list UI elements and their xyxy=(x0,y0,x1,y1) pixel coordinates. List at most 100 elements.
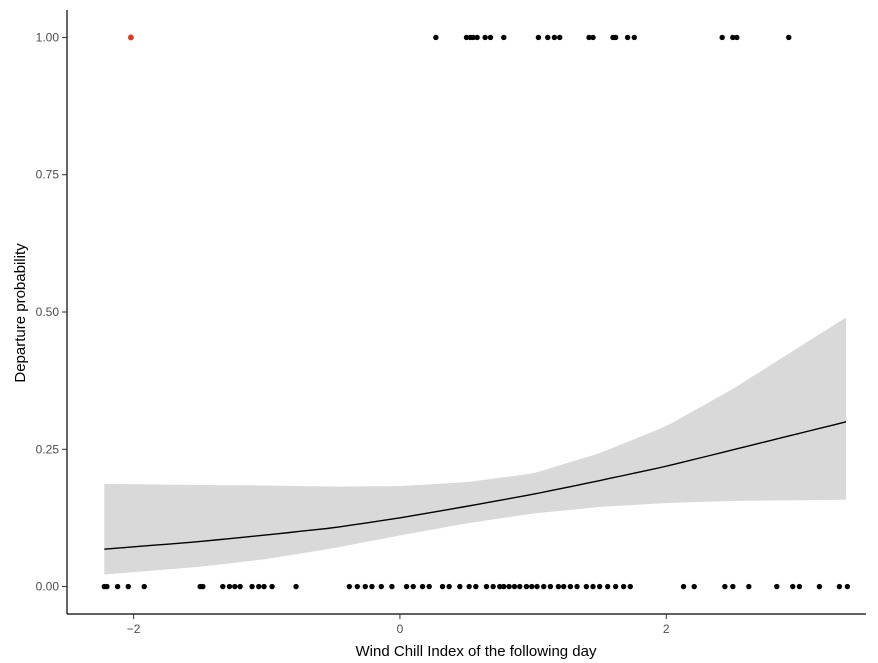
data-point xyxy=(237,583,243,590)
data-point xyxy=(293,583,299,590)
data-point xyxy=(369,583,375,590)
data-point xyxy=(691,583,697,590)
data-point xyxy=(410,583,416,590)
data-point xyxy=(269,583,275,590)
data-point xyxy=(466,583,472,590)
data-point xyxy=(631,34,637,41)
data-point xyxy=(104,583,110,590)
y-tick-label: 0.50 xyxy=(36,305,60,319)
data-point xyxy=(378,583,384,590)
data-point xyxy=(561,583,567,590)
data-point xyxy=(490,583,496,590)
data-point xyxy=(774,583,780,590)
data-point xyxy=(786,34,792,41)
data-point xyxy=(545,34,551,41)
data-point xyxy=(463,34,470,41)
data-point xyxy=(389,583,395,590)
data-point xyxy=(541,583,547,590)
data-point xyxy=(836,583,843,590)
y-tick-label: 0.25 xyxy=(36,442,60,456)
data-point xyxy=(501,34,507,41)
data-point xyxy=(722,583,728,590)
data-point xyxy=(816,583,823,590)
data-point xyxy=(534,583,540,590)
data-point xyxy=(567,583,574,590)
data-point xyxy=(506,583,512,590)
data-point xyxy=(529,583,535,590)
data-point xyxy=(586,34,592,41)
data-point xyxy=(125,583,131,590)
y-tick-label: 1.00 xyxy=(36,30,60,44)
data-point xyxy=(249,583,255,590)
data-point xyxy=(470,34,476,41)
data-point xyxy=(574,583,580,590)
data-point xyxy=(612,583,619,590)
data-point xyxy=(590,583,596,590)
data-point xyxy=(403,583,410,590)
data-point xyxy=(551,34,558,41)
data-point xyxy=(433,34,439,41)
axes-layer: 0.00 0.25 0.50 0.75 1.00 −2 0 2 xyxy=(36,10,866,636)
fit-line xyxy=(104,421,847,550)
data-point xyxy=(419,583,426,590)
data-point xyxy=(261,583,267,590)
data-point xyxy=(232,583,238,590)
data-point xyxy=(523,583,530,590)
data-point xyxy=(517,583,523,590)
data-point xyxy=(730,34,736,41)
y-tick-label: 0.75 xyxy=(36,168,60,182)
data-point xyxy=(604,583,611,590)
data-point xyxy=(627,583,633,590)
data-point xyxy=(114,583,121,590)
highlighted-point xyxy=(128,34,134,41)
data-point xyxy=(426,583,432,590)
data-point xyxy=(362,583,368,590)
points-layer xyxy=(101,34,851,590)
data-point xyxy=(547,583,554,590)
y-tick-label: 0.00 xyxy=(36,580,60,594)
data-point xyxy=(511,583,518,590)
data-point xyxy=(557,34,563,41)
x-tick-label: 0 xyxy=(397,622,404,636)
data-point xyxy=(746,583,752,590)
data-point xyxy=(620,583,627,590)
x-tick-label: 2 xyxy=(663,622,670,636)
y-axis-title: Departure probability xyxy=(12,243,29,383)
data-point xyxy=(590,34,596,41)
data-point xyxy=(487,34,494,41)
confidence-band xyxy=(104,317,847,575)
confidence-band-layer xyxy=(104,317,847,575)
x-axis-title: Wind Chill Index of the following day xyxy=(356,643,597,660)
data-point xyxy=(624,34,631,41)
data-point xyxy=(439,583,446,590)
data-point xyxy=(483,583,490,590)
data-point xyxy=(555,583,562,590)
data-point xyxy=(730,583,736,590)
data-point xyxy=(482,34,488,41)
data-point xyxy=(719,34,725,41)
data-point xyxy=(346,583,353,590)
data-point xyxy=(497,583,503,590)
data-point xyxy=(790,583,796,590)
fit-line-layer xyxy=(104,421,847,550)
data-point xyxy=(734,34,740,41)
data-point xyxy=(473,583,479,590)
data-point xyxy=(446,583,452,590)
data-point xyxy=(844,583,851,590)
data-point xyxy=(141,583,147,590)
data-point xyxy=(535,34,542,41)
data-point xyxy=(501,583,507,590)
data-point xyxy=(796,583,803,590)
data-point xyxy=(474,34,480,41)
data-point xyxy=(596,583,603,590)
data-point xyxy=(583,583,590,590)
data-point xyxy=(457,583,463,590)
data-point xyxy=(680,583,687,590)
data-point xyxy=(226,583,233,590)
data-point xyxy=(220,583,226,590)
x-tick-label: −2 xyxy=(127,622,141,636)
data-point xyxy=(200,583,206,590)
data-point xyxy=(612,34,619,41)
data-point xyxy=(256,583,262,590)
